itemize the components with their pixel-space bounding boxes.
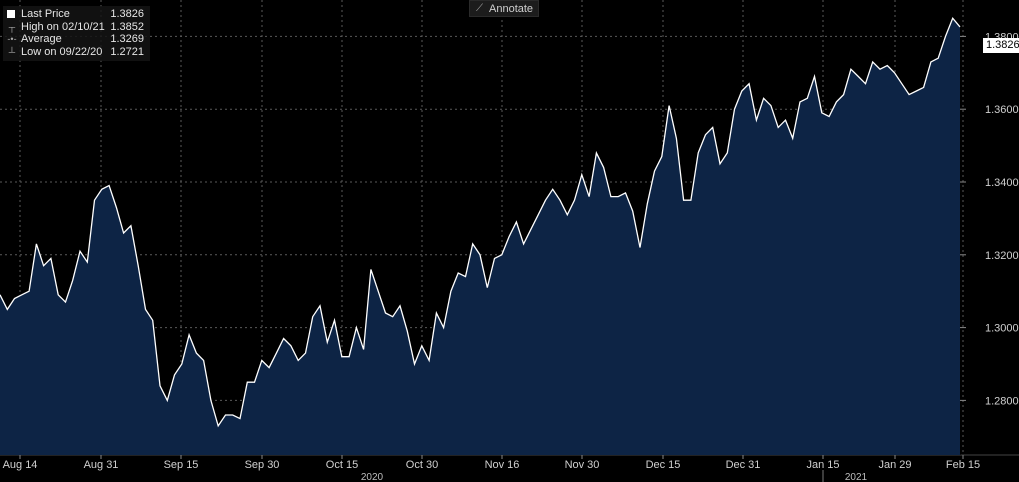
legend: Last Price 1.3826 ┬ High on 02/10/21 1.3…: [3, 6, 150, 61]
x-tick-label: Jan 29: [878, 459, 911, 471]
legend-item-low: ┴ Low on 09/22/20 1.2721: [7, 46, 144, 59]
x-tick-label: Aug 31: [84, 459, 119, 471]
y-tick-label: 1.3000: [985, 323, 1019, 335]
legend-item-high: ┬ High on 02/10/21 1.3852: [7, 21, 144, 34]
x-tick-label: Dec 31: [726, 459, 761, 471]
y-tick-label: 1.3200: [985, 250, 1019, 262]
series-price-line: [0, 16, 961, 428]
annotate-button[interactable]: ⟋ Annotate: [469, 0, 539, 17]
legend-label: Average: [21, 33, 62, 45]
x-tick-label: Nov 30: [565, 459, 600, 471]
legend-value: 1.3852: [110, 20, 144, 33]
legend-label: Last Price: [21, 8, 70, 20]
legend-label: High on 02/10/21: [21, 20, 105, 33]
high-marker-icon: ┬: [8, 21, 16, 32]
legend-item-average: -•- Average 1.3269: [7, 33, 144, 46]
y-tick-label: 1.3600: [985, 104, 1019, 116]
x-tick-label: Oct 30: [406, 459, 438, 471]
x-tick-label: Feb 15: [946, 459, 980, 471]
x-tick-label: Aug 14: [3, 459, 38, 471]
annotate-label: Annotate: [489, 2, 534, 15]
x-tick-label: Oct 15: [326, 459, 358, 471]
x-tick-label: Sep 30: [245, 459, 280, 471]
x-tick-label: Sep 15: [164, 459, 199, 471]
last-price-tag: 1.3826: [983, 38, 1019, 53]
year-axis: 2020 2021: [361, 470, 868, 482]
y-tick-label: 1.3400: [985, 177, 1019, 189]
low-marker-icon: ┴: [8, 46, 16, 57]
year-label: 2020: [361, 472, 384, 482]
x-tick-label: Nov 16: [485, 459, 520, 471]
y-tick-label: 1.2800: [985, 395, 1019, 407]
legend-value: 1.2721: [110, 45, 144, 58]
series-area-fill: [0, 18, 960, 455]
year-label: 2021: [845, 472, 868, 482]
x-tick-label: Dec 15: [646, 459, 681, 471]
legend-item-last-price: Last Price 1.3826: [7, 8, 144, 21]
x-axis: Aug 14 Aug 31 Sep 15 Sep 30 Oct 15 Oct 30 Nov …: [3, 455, 980, 471]
legend-value: 1.3826: [110, 8, 144, 20]
pencil-icon: ⟋: [476, 3, 483, 14]
square-marker-icon: [7, 10, 15, 19]
legend-value: 1.3269: [110, 33, 144, 45]
x-tick-label: Jan 15: [806, 459, 839, 471]
legend-label: Low on 09/22/20: [21, 45, 103, 58]
average-marker-icon: -•-: [7, 34, 17, 44]
